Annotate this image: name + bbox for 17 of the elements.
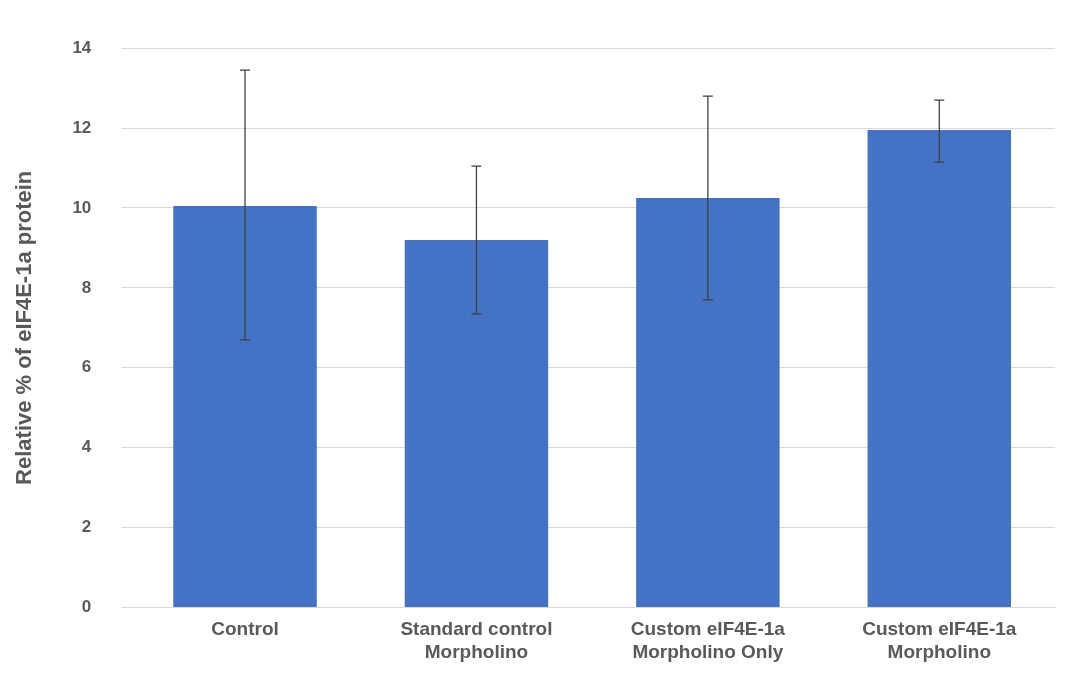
y-tick-label: 0 <box>81 597 92 617</box>
x-tick-label: Control <box>211 618 279 640</box>
y-tick-label: 10 <box>72 197 92 217</box>
x-tick-label: Standard control Morpholino <box>400 618 553 662</box>
y-tick-label: 12 <box>72 117 92 137</box>
y-tick-label: 14 <box>72 37 92 57</box>
bar <box>404 239 549 607</box>
y-tick-label: 6 <box>81 357 92 377</box>
x-tick-label: Custom eIF4E-1a Morpholino <box>862 618 1017 662</box>
y-tick-label: 8 <box>81 277 92 297</box>
x-tick-label: Custom eIF4E-1a Morpholino Only <box>630 618 786 662</box>
bar <box>636 197 780 607</box>
y-axis-title: Relative % of eIF4E-1a protein <box>11 170 37 485</box>
y-tick-label: 4 <box>81 437 92 457</box>
bar <box>867 130 1012 607</box>
y-tick-label: 2 <box>81 517 92 537</box>
bar <box>173 205 317 607</box>
